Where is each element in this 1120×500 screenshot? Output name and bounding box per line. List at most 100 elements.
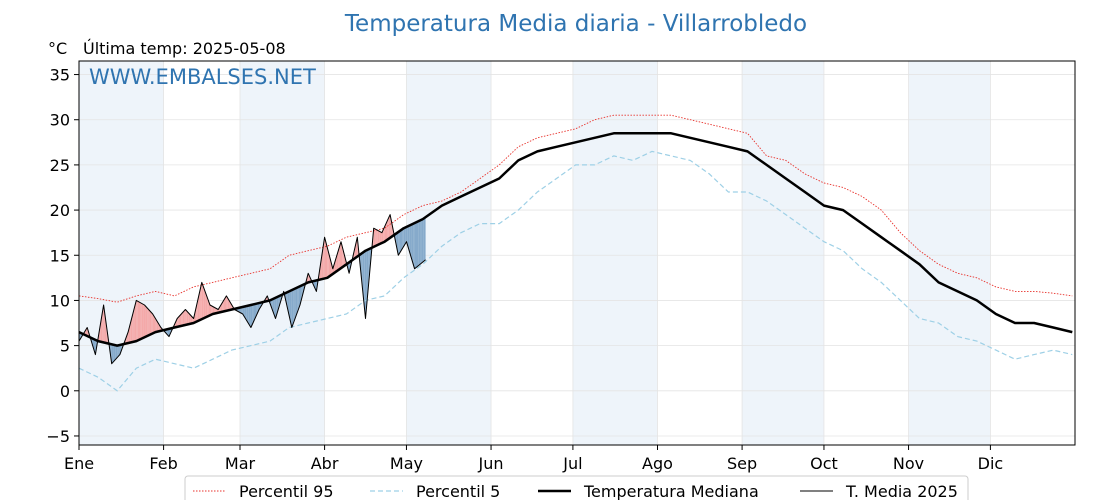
y-tick-label: 10	[50, 291, 70, 310]
anomaly-fill-below	[111, 344, 114, 364]
anomaly-fill-below	[361, 252, 363, 292]
anomaly-fill-below	[420, 219, 422, 265]
anomaly-fill-below	[290, 290, 292, 328]
anomaly-fill-above	[140, 302, 142, 340]
x-tick-label: Nov	[893, 454, 924, 473]
chart-title: Temperatura Media diaria - Villarrobledo	[344, 11, 807, 37]
anomaly-fill-above	[214, 307, 216, 314]
legend-label-p95: Percentil 95	[239, 482, 334, 500]
anomaly-fill-below	[249, 305, 251, 328]
x-tick-label: Jun	[478, 454, 504, 473]
x-tick-label: Oct	[810, 454, 838, 473]
anomaly-fill-above	[199, 288, 201, 321]
y-axis-ticks: −5 0 5 10 15 20 25 30 35	[46, 66, 79, 446]
anomaly-fill-above	[323, 237, 325, 279]
anomaly-fill-below	[298, 286, 300, 309]
anomaly-fill-above	[339, 241, 341, 270]
anomaly-fill-above	[343, 252, 346, 267]
anomaly-fill-above	[225, 295, 227, 312]
anomaly-fill-below	[259, 302, 261, 310]
anomaly-fill-below	[241, 306, 243, 314]
anomaly-fill-below	[402, 228, 404, 249]
anomaly-fill-above	[175, 318, 178, 328]
anomaly-fill-below	[248, 305, 250, 326]
anomaly-fill-above	[154, 316, 156, 333]
anomaly-fill-above	[130, 316, 133, 343]
anomaly-fill-above	[148, 309, 150, 336]
x-tick-label: Dic	[978, 454, 1004, 473]
month-band	[239, 61, 325, 445]
anomaly-fill-below	[297, 286, 299, 313]
anomaly-fill-below	[301, 284, 303, 300]
anomaly-fill-below	[405, 226, 407, 244]
anomaly-fill-above	[334, 259, 336, 273]
anomaly-fill-above	[377, 230, 380, 245]
anomaly-fill-above	[387, 217, 389, 240]
x-tick-label: Ene	[64, 454, 94, 473]
x-tick-label: Jul	[562, 454, 582, 473]
anomaly-fill-above	[226, 295, 228, 311]
anomaly-fill-above	[180, 314, 182, 327]
anomaly-fill-above	[133, 305, 135, 342]
anomaly-fill-above	[327, 247, 329, 278]
anomaly-fill-below	[406, 226, 408, 247]
legend: Percentil 95 Percentil 5 Temperatura Med…	[184, 475, 969, 500]
anomaly-fill-above	[184, 309, 186, 326]
anomaly-fill-below	[399, 230, 401, 253]
anomaly-fill-below	[418, 220, 421, 266]
anomaly-fill-below	[252, 304, 254, 325]
anomaly-fill-above	[178, 315, 180, 327]
anomaly-fill-below	[410, 224, 412, 260]
anomaly-fill-above	[147, 308, 149, 336]
anomaly-fill-above	[139, 301, 141, 340]
anomaly-fill-above	[324, 237, 326, 279]
anomaly-fill-above	[203, 286, 205, 319]
anomaly-fill-below	[411, 223, 414, 265]
anomaly-fill-above	[144, 305, 146, 338]
anomaly-fill-above	[205, 293, 208, 318]
plot-frame	[78, 60, 1076, 446]
legend-box	[184, 475, 969, 500]
anomaly-fill-below	[255, 303, 257, 319]
anomaly-fill-above	[212, 306, 215, 314]
anomaly-fill-above	[380, 231, 382, 244]
y-tick-label: −5	[46, 427, 70, 446]
anomaly-fill-below	[118, 345, 120, 357]
anomaly-fill-above	[388, 214, 391, 239]
anomaly-fill-below	[409, 224, 411, 256]
anomaly-fill-above	[354, 243, 356, 259]
anomaly-fill-above	[320, 255, 322, 280]
anomaly-fill-above	[210, 305, 212, 316]
anomaly-fill-above	[195, 306, 197, 323]
watermark: WWW.EMBALSES.NET	[89, 65, 316, 89]
anomaly-fill-below	[115, 345, 118, 360]
anomaly-fill-above	[222, 300, 224, 312]
anomaly-fill-below	[275, 297, 277, 319]
anomaly-fill-above	[328, 253, 330, 277]
anomaly-fill-above	[143, 304, 145, 338]
anomaly-fill-above	[151, 312, 153, 334]
anomaly-fill-above	[190, 315, 193, 324]
anomaly-fill-below	[398, 231, 400, 256]
anomaly-fill-below	[365, 250, 367, 319]
y-tick-label: 0	[60, 382, 70, 401]
legend-label-current: T. Media 2025	[845, 482, 958, 500]
anomaly-fill-below	[421, 218, 424, 263]
anomaly-fill-above	[227, 298, 230, 311]
anomaly-fill-below	[114, 345, 116, 361]
anomaly-fill-above	[137, 301, 139, 341]
anomaly-fill-above	[211, 305, 213, 315]
anomaly-fill-above	[145, 306, 148, 337]
legend-label-median: Temperatura Mediana	[583, 482, 759, 500]
month-shading	[79, 61, 991, 445]
anomaly-fill-below	[253, 304, 255, 322]
anomaly-fill-below	[286, 292, 288, 310]
anomaly-fill-above	[375, 228, 377, 247]
anomaly-fill-below	[295, 287, 298, 317]
anomaly-fill-above	[186, 311, 189, 325]
x-axis-ticks: Ene Feb Mar Abr May Jun Jul Ago Sep Oct Nov Dic	[64, 445, 1003, 473]
anomaly-fill-below	[291, 289, 294, 328]
anomaly-fill-below	[401, 229, 403, 251]
anomaly-fill-below	[250, 304, 253, 328]
